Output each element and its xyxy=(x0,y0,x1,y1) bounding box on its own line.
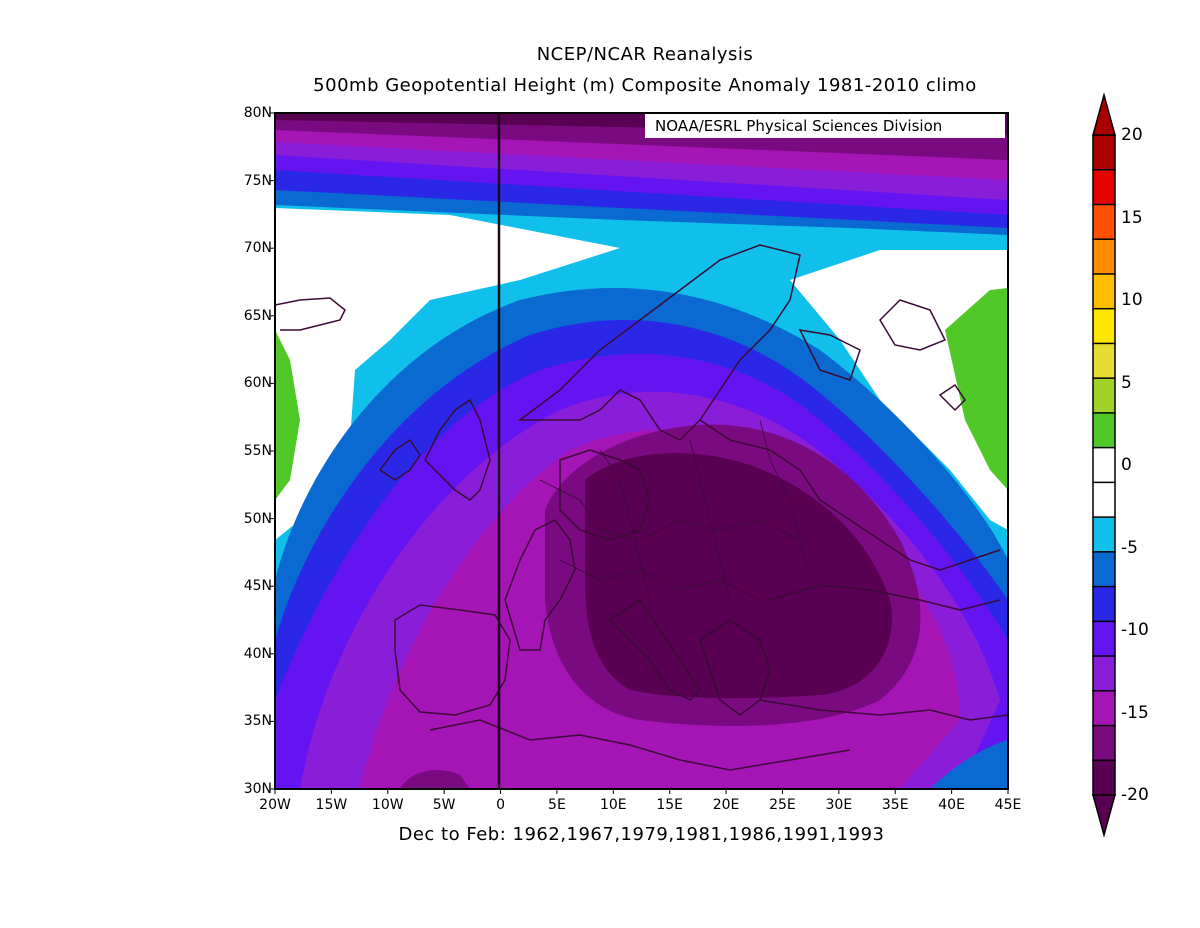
colorbar-segment xyxy=(1092,377,1116,415)
colorbar-segment xyxy=(1092,551,1116,588)
colorbar-segment xyxy=(1092,168,1116,206)
lat-label: 30N xyxy=(243,781,272,797)
lat-label: 35N xyxy=(243,713,272,730)
map-subtitle: 500mb Geopotential Height (m) Composite … xyxy=(313,75,977,96)
contour-fill xyxy=(275,113,1008,789)
lon-label: 20E xyxy=(712,797,740,813)
lon-label: 35E xyxy=(881,797,909,813)
colorbar-label: -5 xyxy=(1121,537,1138,558)
lon-label: 10E xyxy=(599,797,627,813)
colorbar-segment xyxy=(1092,690,1116,727)
colorbar-segment xyxy=(1092,238,1116,276)
colorbar-segment xyxy=(1092,724,1116,762)
lat-label: 60N xyxy=(243,375,272,392)
lat-label: 75N xyxy=(243,172,272,189)
lon-label: 5W xyxy=(432,797,456,813)
lon-label: 0 xyxy=(496,797,505,813)
colorbar-segment xyxy=(1092,203,1116,241)
colorbar-segment xyxy=(1092,585,1116,623)
credit-label: NOAA/ESRL Physical Sciences Division xyxy=(645,114,1005,138)
colorbar-label: 5 xyxy=(1121,372,1132,393)
colorbar-label: 15 xyxy=(1121,207,1143,228)
colorbar-segment xyxy=(1092,620,1116,658)
lon-label: 30E xyxy=(825,797,853,813)
colorbar-segment xyxy=(1092,273,1116,310)
colorbar-label: 0 xyxy=(1121,455,1132,475)
lat-label: 50N xyxy=(243,510,272,527)
colorbar-segment xyxy=(1092,134,1116,171)
colorbar-segment xyxy=(1092,655,1116,693)
colorbar-label: 10 xyxy=(1121,290,1143,310)
lon-label: 15W xyxy=(315,797,348,813)
lat-label: 65N xyxy=(243,307,272,324)
lat-label: 45N xyxy=(243,578,272,595)
colorbar-segment xyxy=(1092,759,1116,797)
colorbar-label: -10 xyxy=(1121,620,1149,640)
coastlines xyxy=(275,244,1008,771)
lon-label: 10W xyxy=(371,797,404,813)
colorbar-label: 20 xyxy=(1121,125,1143,145)
colorbar-min-arrow xyxy=(1092,794,1116,838)
map-title: NCEP/NCAR Reanalysis xyxy=(536,44,754,65)
lon-label: 20W xyxy=(259,797,291,813)
colorbar-segment xyxy=(1092,446,1116,484)
lat-ticks xyxy=(270,112,275,790)
x-axis-title: Dec to Feb: 1962,1967,1979,1981,1986,199… xyxy=(398,824,885,845)
lon-ticks xyxy=(274,789,1009,794)
colorbar xyxy=(1092,92,1116,838)
lon-label: 5E xyxy=(548,797,566,813)
lon-label: 25E xyxy=(769,797,796,813)
lat-label: 55N xyxy=(243,443,272,459)
colorbar-label: -15 xyxy=(1121,702,1149,723)
lon-label: 15E xyxy=(656,797,684,813)
colorbar-segment xyxy=(1092,516,1116,554)
borders xyxy=(539,419,811,601)
colorbar-max-arrow xyxy=(1092,92,1116,136)
colorbar-segment xyxy=(1092,412,1116,449)
lat-label: 70N xyxy=(243,240,272,257)
lat-label: 80N xyxy=(243,105,272,121)
lat-label: 40N xyxy=(243,645,272,662)
colorbar-segment xyxy=(1092,481,1116,519)
colorbar-label: -20 xyxy=(1121,785,1149,805)
lon-label: 45E xyxy=(994,797,1022,813)
lon-label: 40E xyxy=(938,797,965,813)
colorbar-segment xyxy=(1092,342,1116,380)
colorbar-segment xyxy=(1092,307,1116,345)
